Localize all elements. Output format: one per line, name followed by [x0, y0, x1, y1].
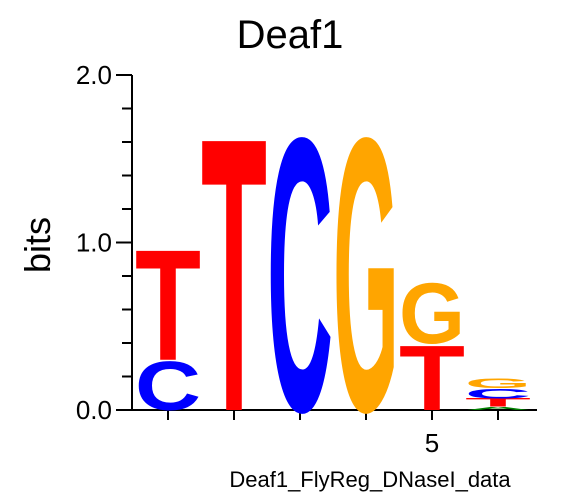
chart-title: Deaf1: [237, 13, 344, 57]
y-tick-label: 1.0: [76, 228, 112, 258]
y-tick-label: 2.0: [76, 60, 112, 90]
logo-letter-G: G: [333, 56, 399, 493]
logo-letter-G: G: [465, 376, 531, 392]
axes: 0.0 1.0 2.0 5: [76, 60, 537, 458]
logo-letter-T: T: [399, 327, 465, 430]
logo-letter-T: T: [465, 396, 531, 409]
x-tick-label: 5: [425, 428, 439, 458]
logo-letter-C: C: [135, 347, 201, 425]
logo-letter-C: C: [465, 386, 531, 402]
logo-letter-A: A: [465, 406, 531, 411]
logo-letter-C: C: [267, 57, 333, 494]
logo-letter-G: G: [399, 266, 465, 362]
logo-letter-T: T: [135, 216, 201, 394]
y-tick-label: 0.0: [76, 395, 112, 425]
y-axis-label: bits: [17, 217, 58, 273]
logo-letter-T: T: [201, 56, 267, 494]
x-axis-label: Deaf1_FlyReg_DNaseI_data: [229, 467, 511, 492]
